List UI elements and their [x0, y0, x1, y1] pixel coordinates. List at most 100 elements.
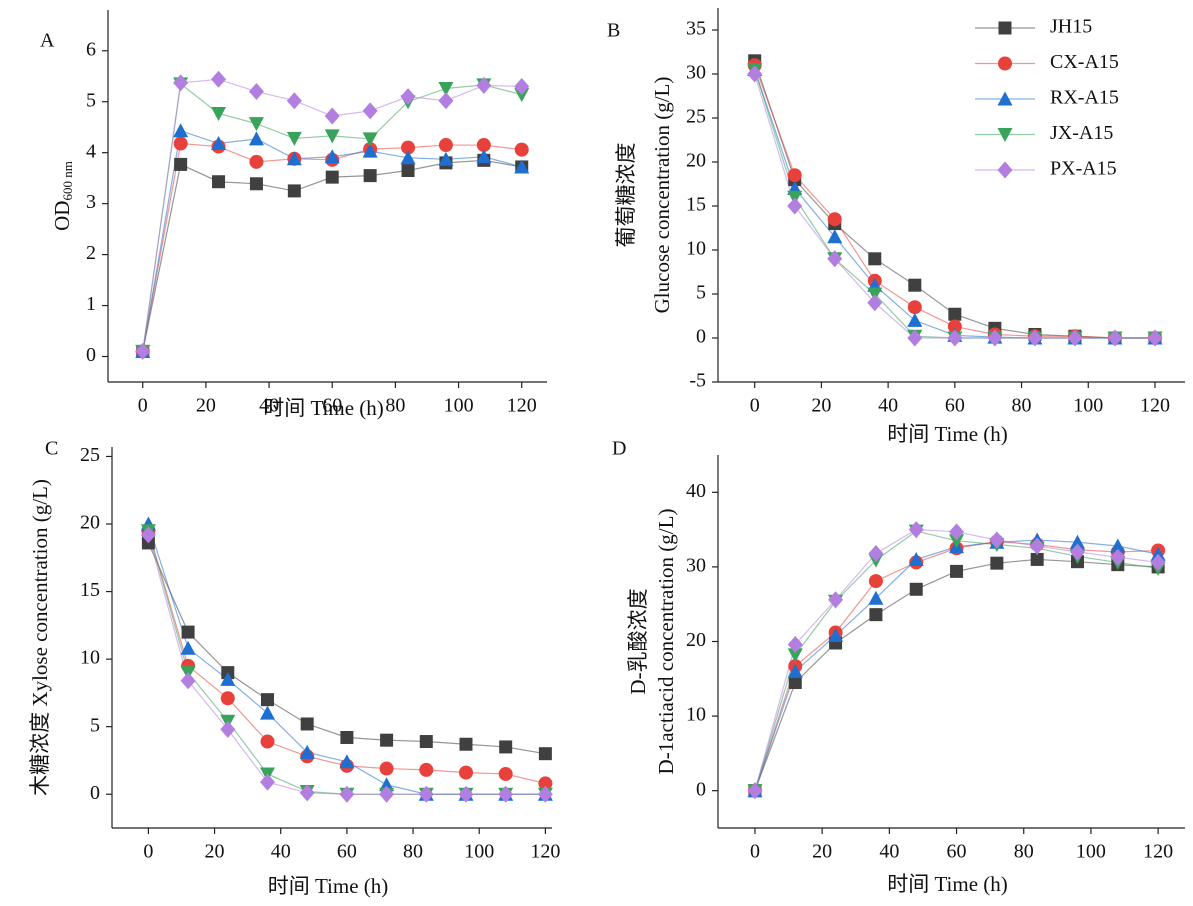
marker [211, 70, 227, 88]
y-axis-label: D-1actiacid concentration (g/L) [654, 509, 678, 775]
marker [868, 252, 882, 266]
marker [868, 544, 884, 562]
y-tick-label: -5 [689, 370, 706, 392]
marker [379, 785, 395, 803]
series-line [754, 69, 1155, 339]
marker [907, 312, 923, 327]
marker [868, 590, 884, 605]
x-tick-label: 120 [530, 841, 560, 863]
marker [787, 648, 803, 663]
marker [498, 785, 514, 803]
marker [949, 523, 965, 541]
marker [1029, 537, 1045, 555]
y-tick-label: 5 [90, 714, 100, 736]
marker [180, 640, 196, 655]
x-tick-label: 40 [259, 395, 279, 417]
x-tick-label: 60 [337, 841, 357, 863]
marker [260, 734, 275, 749]
marker [476, 138, 491, 153]
series-line [754, 540, 1159, 791]
marker [499, 740, 513, 754]
marker [438, 92, 454, 110]
series-line [754, 69, 1155, 339]
marker [907, 329, 923, 347]
series-line [142, 159, 522, 352]
marker [828, 591, 844, 609]
marker [286, 92, 302, 110]
y-tick-label: 20 [686, 629, 706, 651]
x-tick-label: 20 [196, 395, 216, 417]
marker [869, 608, 883, 622]
marker [286, 151, 302, 166]
y-tick-label: 0 [696, 778, 706, 800]
marker [259, 705, 275, 720]
y-tick-label: 4 [86, 140, 96, 162]
marker [950, 564, 964, 578]
marker [1030, 552, 1044, 566]
y-tick-label: 20 [686, 150, 706, 172]
marker [286, 131, 302, 146]
marker [476, 76, 492, 94]
marker [299, 744, 315, 759]
y-axis-label: Glucose concentration (g/L) [650, 77, 674, 314]
marker [362, 143, 378, 158]
y-tick-label: 35 [686, 18, 706, 40]
marker [997, 161, 1013, 179]
marker [220, 691, 235, 706]
marker [248, 117, 264, 132]
marker [380, 733, 394, 747]
y-tick-label: 0 [86, 344, 96, 366]
x-tick-label: 40 [271, 841, 291, 863]
x-tick-label: 60 [322, 395, 342, 417]
marker [947, 319, 962, 334]
y-axis-label: 木糖浓度 Xylose concentration (g/L) [28, 479, 52, 796]
marker [418, 785, 434, 803]
marker [909, 582, 923, 596]
y-tick-label: 5 [696, 282, 706, 304]
x-tick-label: 80 [403, 841, 423, 863]
marker [379, 761, 394, 776]
marker [458, 785, 474, 803]
panel-label: D [612, 438, 626, 460]
marker [827, 212, 842, 227]
marker [747, 65, 763, 83]
y-axis-label: D-乳酸浓度 [626, 588, 650, 694]
marker [339, 754, 355, 769]
x-tick-label: 100 [444, 395, 474, 417]
marker [1147, 329, 1163, 347]
y-tick-label: 40 [686, 480, 706, 502]
marker [401, 140, 416, 155]
x-tick-label: 0 [138, 395, 148, 417]
y-axis-label: 葡萄糖浓度 [614, 143, 638, 248]
marker [1150, 553, 1166, 571]
marker [419, 735, 433, 749]
marker [249, 154, 264, 169]
x-tick-label: 40 [878, 395, 898, 417]
marker [220, 720, 236, 738]
marker [249, 177, 263, 191]
marker [173, 123, 189, 138]
marker [947, 329, 963, 347]
marker [438, 81, 454, 96]
x-tick-label: 100 [1076, 841, 1106, 863]
y-tick-label: 20 [80, 512, 100, 534]
marker [400, 88, 416, 106]
marker [908, 551, 924, 566]
marker [747, 782, 763, 800]
marker [989, 531, 1005, 549]
marker [324, 107, 340, 125]
marker [362, 132, 378, 147]
marker [1069, 543, 1085, 561]
legend-label: JX-A15 [1050, 122, 1113, 144]
marker [324, 149, 340, 164]
y-tick-label: 10 [686, 704, 706, 726]
marker [180, 672, 196, 690]
y-tick-label: 10 [686, 238, 706, 260]
y-axis-label: OD600 nm [50, 161, 75, 231]
marker [181, 625, 195, 639]
x-tick-label: 100 [1073, 395, 1103, 417]
x-tick-label: 20 [205, 841, 225, 863]
marker [514, 77, 530, 95]
y-tick-label: 10 [80, 647, 100, 669]
